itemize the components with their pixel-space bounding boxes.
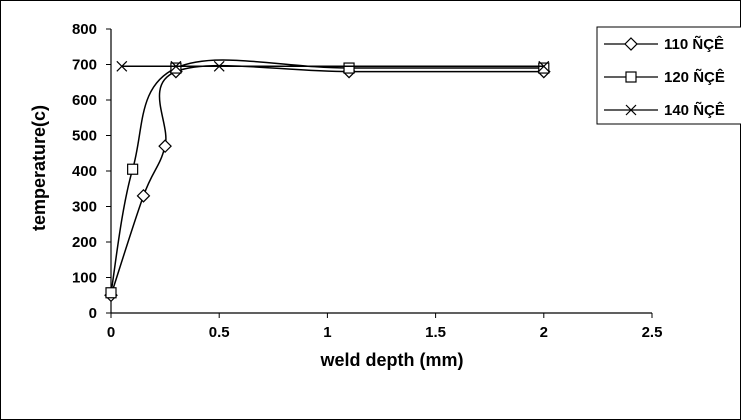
y-tick-label: 800 [72,21,97,38]
x-tick-label: 2 [540,324,548,341]
series-1 [104,64,551,303]
y-tick-label: 0 [89,305,97,322]
y-tick-label: 400 [72,163,97,180]
data-point [538,62,550,74]
y-tick-label: 200 [72,234,97,251]
legend-marker [625,104,637,116]
data-point [158,139,172,153]
y-axis-title: temperature(c) [29,105,49,231]
legend-marker [624,37,638,51]
data-point [538,60,550,72]
y-tick-label: 600 [72,92,97,109]
data-point [170,62,182,74]
data-point [116,60,128,72]
series-line [110,64,544,296]
legend-label: 110 ÑÇÊ [664,35,724,53]
y-axis-ticks: 0 100 200 300 400 500 600 700 800 [72,21,111,322]
x-tick-label: 0.5 [209,324,230,341]
x-tick-label: 0 [107,324,115,341]
legend-entry: 120 ÑÇÊ [604,68,725,86]
x-tick-label: 2.5 [642,324,663,341]
series-2 [105,59,550,299]
series-line [110,59,544,293]
series-3 [116,60,550,72]
data-point [170,60,182,72]
data-point [136,189,151,203]
data-point [213,60,225,72]
legend-label: 120 ÑÇÊ [664,68,725,86]
x-axis-title: weld depth (mm) [320,350,464,370]
legend-box [596,26,741,125]
legend-entry: 110 ÑÇÊ [604,35,724,53]
x-axis-ticks: 0 0.5 1 1.5 2 2.5 [107,313,663,341]
y-tick-label: 100 [72,270,97,287]
data-point [343,62,355,74]
legend: 110 ÑÇÊ 120 ÑÇÊ 140 ÑÇÊ [596,26,741,125]
x-tick-label: 1.5 [425,324,446,341]
y-tick-label: 500 [72,128,97,145]
y-tick-label: 700 [72,57,97,74]
legend-marker [625,71,637,83]
legend-label: 140 ÑÇÊ [664,101,725,119]
y-tick-label: 300 [72,199,97,216]
x-tick-label: 1 [323,324,331,341]
data-point [105,287,117,299]
data-point [127,163,139,175]
legend-entry: 140 ÑÇÊ [604,101,725,119]
series-layer [104,59,551,303]
